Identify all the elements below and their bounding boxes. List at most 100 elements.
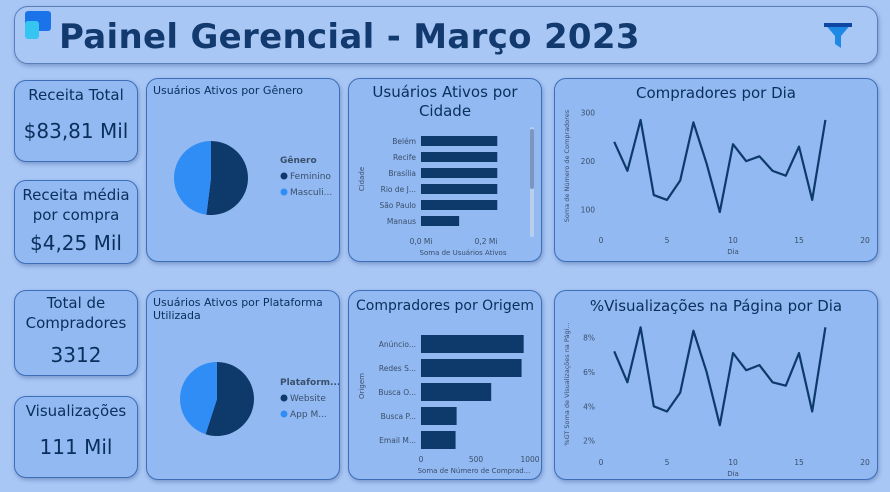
kpi-value: 111 Mil bbox=[39, 435, 113, 459]
bar-card-origem[interactable]: Compradores por Origem Anúncio... Redes S… bbox=[348, 290, 542, 480]
pie-slice bbox=[174, 141, 211, 215]
scrollbar-thumb bbox=[530, 129, 534, 189]
legend-label: Website bbox=[290, 394, 326, 404]
legend-marker bbox=[280, 172, 288, 180]
pie-card-genero[interactable]: Usuários Ativos por Gênero Gênero Feminin… bbox=[146, 78, 340, 262]
kpi-label: Receita Total bbox=[28, 86, 124, 104]
category-label: Busca O... bbox=[378, 388, 416, 397]
category-label: Busca P... bbox=[381, 412, 416, 421]
category-label: Rio de J... bbox=[381, 185, 416, 194]
x-axis-label: Soma de Usuários Ativos bbox=[420, 249, 507, 257]
category-label: São Paulo bbox=[379, 201, 416, 210]
y-tick-label: 4% bbox=[583, 402, 595, 411]
kpi-label: Total de Compradores bbox=[25, 294, 127, 332]
bar bbox=[421, 200, 498, 210]
bar-card-cidade[interactable]: Usuários Ativos por Cidade Belém Recife Br… bbox=[348, 78, 542, 262]
data-line bbox=[613, 326, 827, 427]
legend-marker bbox=[280, 188, 288, 196]
kpi-visualizacoes: Visualizações 111 Mil bbox=[14, 396, 138, 478]
category-label: Recife bbox=[393, 153, 416, 162]
pie-slice bbox=[180, 362, 217, 435]
pie-chart-plataforma[interactable]: Plataform... Website App M... bbox=[147, 291, 340, 480]
x-tick-label: 0,2 Mi bbox=[475, 237, 498, 246]
kpi-receita-total: Receita Total $83,81 Mil bbox=[14, 80, 138, 162]
bar-chart-cidade[interactable]: Belém Recife Brasília Rio de J... São Paulo M… bbox=[349, 79, 542, 262]
x-tick-label: 20 bbox=[860, 236, 870, 245]
legend-label: Feminino bbox=[290, 172, 331, 182]
chart-title: Compradores por Origem bbox=[356, 298, 534, 314]
kpi-label: Visualizações bbox=[25, 402, 127, 420]
pie-slice bbox=[205, 362, 255, 436]
bar bbox=[421, 383, 492, 401]
category-label: Brasília bbox=[388, 169, 416, 178]
x-axis-label: Soma de Número de Comprad... bbox=[418, 467, 531, 475]
chart-title: Usuários Ativos por Plataforma Utilizada bbox=[153, 296, 323, 322]
filter-icon[interactable] bbox=[821, 19, 855, 53]
kpi-total-compradores: Total de Compradores 3312 bbox=[14, 290, 138, 376]
bar bbox=[421, 152, 498, 162]
bar bbox=[421, 216, 460, 226]
line-card-visualizacoes-dia[interactable]: %Visualizações na Página por Dia 2% 4% 6% 8… bbox=[554, 290, 878, 480]
x-tick-label: 5 bbox=[665, 458, 670, 467]
line-chart-visualizacoes-dia[interactable]: 2% 4% 6% 8% 0 5 10 15 20 Dia %GT Soma de Visualiza… bbox=[555, 291, 878, 480]
y-tick-label: 300 bbox=[581, 109, 596, 118]
kpi-value: 3312 bbox=[50, 343, 102, 367]
x-tick-label: 15 bbox=[794, 236, 804, 245]
y-tick-label: 100 bbox=[581, 206, 596, 215]
line-card-compradores-dia[interactable]: Compradores por Dia 100 200 300 0 5 10 15 20 Dia… bbox=[554, 78, 878, 262]
x-tick-label: 1000 bbox=[520, 455, 539, 464]
y-tick-label: 200 bbox=[581, 157, 596, 166]
legend-marker bbox=[280, 410, 288, 418]
x-axis-label: Dia bbox=[727, 248, 739, 256]
x-tick-label: 0 bbox=[419, 455, 424, 464]
pie-chart-genero[interactable]: Gênero Feminino Masculi... bbox=[147, 79, 340, 262]
legend-label: Masculi... bbox=[290, 188, 332, 198]
chart-title: %Visualizações na Página por Dia bbox=[589, 297, 843, 315]
bar bbox=[421, 335, 524, 353]
bar-chart-origem[interactable]: Anúncio... Redes S... Busca O... Busca P...… bbox=[349, 291, 542, 480]
kpi-value: $83,81 Mil bbox=[23, 119, 129, 143]
x-tick-label: 500 bbox=[469, 455, 484, 464]
kpi-receita-media: Receita média por compra $4,25 Mil bbox=[14, 180, 138, 264]
chart-title: Compradores por Dia bbox=[635, 84, 797, 102]
bar bbox=[421, 136, 498, 146]
x-tick-label: 10 bbox=[728, 236, 738, 245]
y-tick-label: 6% bbox=[583, 368, 595, 377]
power-bi-logo-icon bbox=[25, 11, 51, 39]
category-label: Belém bbox=[392, 137, 416, 146]
legend-title: Gênero bbox=[280, 155, 317, 166]
legend-title: Plataform... bbox=[280, 378, 340, 388]
pie-card-plataforma[interactable]: Usuários Ativos por Plataforma Utilizada… bbox=[146, 290, 340, 480]
y-tick-label: 8% bbox=[583, 334, 595, 343]
category-label: Manaus bbox=[387, 217, 416, 226]
bar bbox=[421, 407, 457, 425]
x-tick-label: 0 bbox=[599, 458, 604, 467]
bar bbox=[421, 168, 498, 178]
bar bbox=[421, 359, 522, 377]
kpi-label: Receita média por compra bbox=[22, 186, 130, 224]
page-title: Painel Gerencial - Março 2023 bbox=[59, 17, 640, 57]
line-chart-compradores-dia[interactable]: 100 200 300 0 5 10 15 20 Dia Soma de Número de Co… bbox=[555, 79, 878, 262]
x-tick-label: 20 bbox=[860, 458, 870, 467]
chart-title: Usuários Ativos por Cidade bbox=[372, 83, 518, 120]
pie-slice bbox=[206, 141, 249, 215]
y-tick-label: 2% bbox=[583, 437, 595, 446]
y-axis-label: Soma de Número de Compradores bbox=[563, 109, 571, 222]
y-axis-label: Origem bbox=[358, 373, 366, 399]
header-bar: Painel Gerencial - Março 2023 bbox=[14, 6, 878, 64]
x-tick-label: 5 bbox=[665, 236, 670, 245]
kpi-value: $4,25 Mil bbox=[30, 231, 122, 255]
chart-title: Usuários Ativos por Gênero bbox=[153, 84, 303, 97]
x-tick-label: 0 bbox=[599, 236, 604, 245]
x-tick-label: 10 bbox=[728, 458, 738, 467]
x-axis-label: Dia bbox=[727, 470, 739, 478]
x-tick-label: 0,0 Mi bbox=[410, 237, 433, 246]
category-label: Email M... bbox=[379, 436, 416, 445]
y-axis-label: Cidade bbox=[358, 167, 366, 191]
legend-label: App M... bbox=[290, 410, 327, 420]
legend-marker bbox=[280, 394, 288, 402]
category-label: Redes S... bbox=[379, 364, 416, 373]
bar bbox=[421, 184, 498, 194]
data-line bbox=[613, 118, 827, 214]
y-axis-label: %GT Soma de Visualizações na Pági... bbox=[563, 322, 571, 445]
